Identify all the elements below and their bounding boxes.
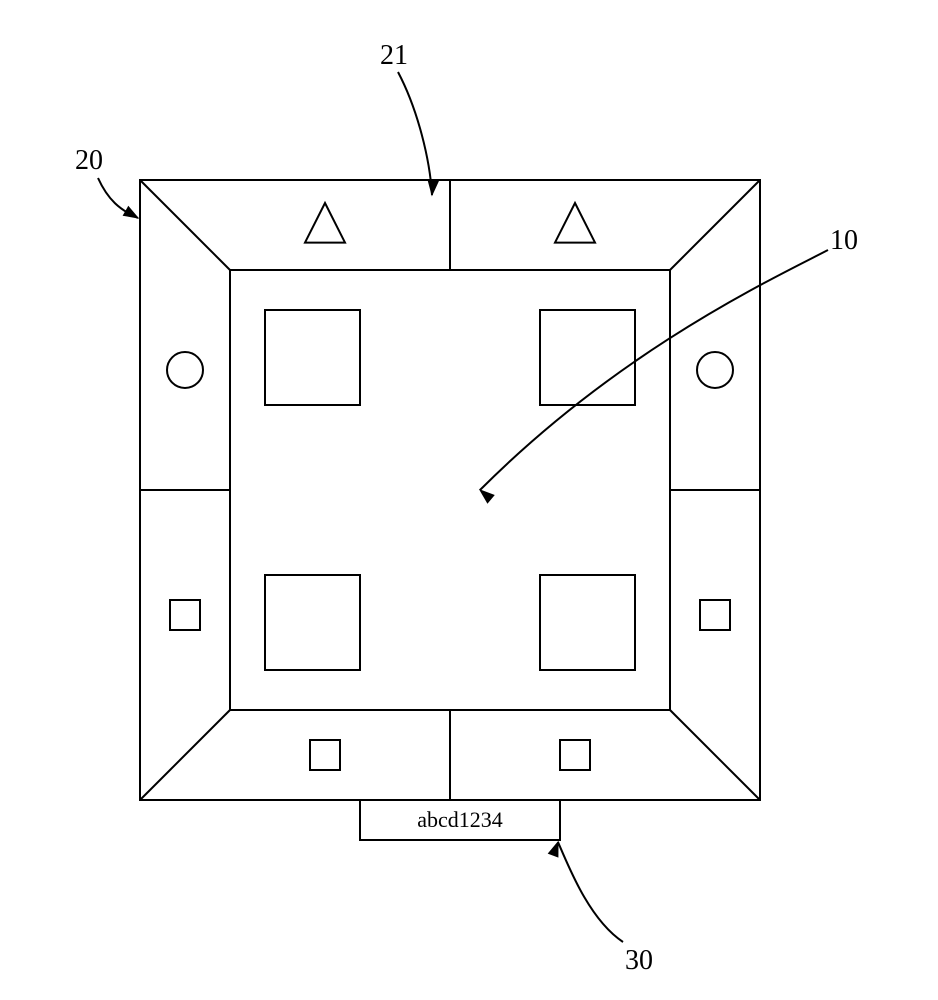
label-10: 10 bbox=[830, 225, 858, 257]
label-21: 21 bbox=[380, 40, 408, 72]
diagram-canvas: abcd1234 bbox=[0, 0, 938, 1000]
svg-text:abcd1234: abcd1234 bbox=[417, 807, 503, 832]
label-30: 30 bbox=[625, 945, 653, 977]
label-20: 20 bbox=[75, 145, 103, 177]
